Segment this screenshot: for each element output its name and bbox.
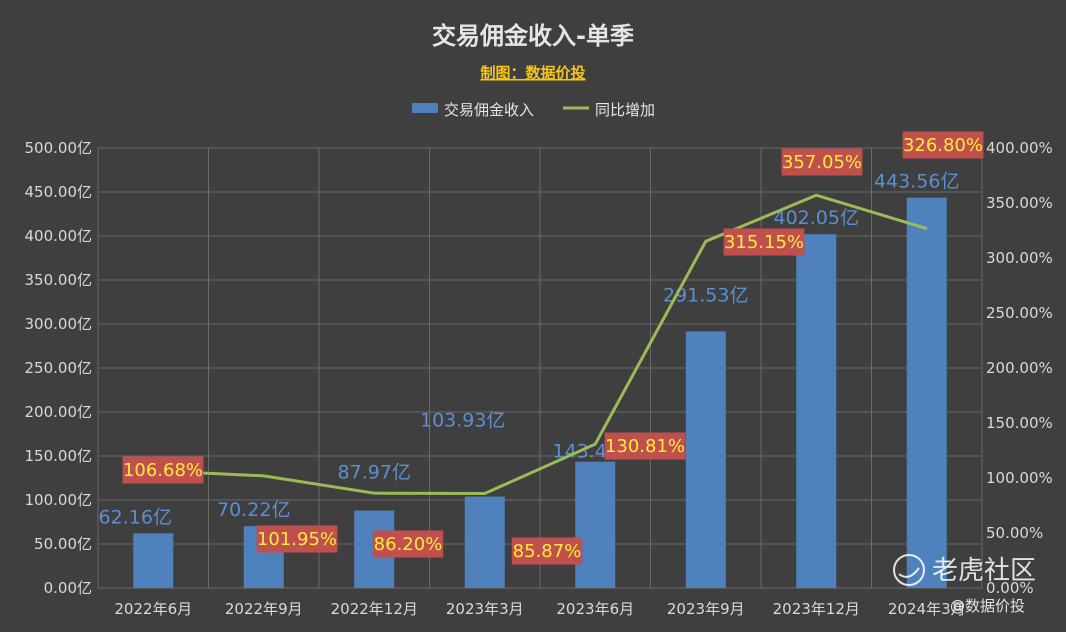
y-left-tick-label: 0.00亿 — [44, 579, 92, 597]
bar — [575, 461, 616, 588]
bar-value-label: 443.56亿 — [874, 171, 959, 193]
legend-bar-label: 交易佣金收入 — [444, 101, 534, 119]
bar-value-label: 291.53亿 — [663, 284, 748, 306]
y-left-tick-label: 350.00亿 — [25, 271, 93, 289]
pct-label-box — [511, 537, 583, 565]
line-path — [153, 193, 928, 496]
y-right-tick-label: 0.00% — [986, 579, 1034, 597]
chart-title: 交易佣金收入-单季 — [432, 22, 634, 50]
x-tick-label: 2023年9月 — [667, 600, 745, 618]
bar — [685, 331, 726, 588]
y-right-tick-label: 250.00% — [986, 304, 1053, 322]
y-left-tick-label: 150.00亿 — [25, 447, 93, 465]
x-tick-label: 2024年3月 — [888, 600, 966, 618]
tiger-logo-stripe — [898, 567, 920, 578]
tiger-logo-icon — [893, 554, 925, 586]
pct-label-box — [781, 148, 863, 176]
y-right-tick-label: 200.00% — [986, 359, 1053, 377]
bar-value-label: 87.97亿 — [338, 462, 411, 484]
y-left-tick-label: 50.00亿 — [34, 535, 92, 553]
y-right-tick-label: 150.00% — [986, 414, 1053, 432]
bar-value-label: 103.93亿 — [420, 410, 505, 432]
pct-value-label: 101.95% — [257, 529, 337, 550]
bar — [133, 533, 174, 588]
bar — [906, 197, 947, 588]
x-tick-label: 2023年6月 — [556, 600, 634, 618]
pct-value-label: 326.80% — [903, 135, 983, 156]
pct-label-box — [902, 131, 984, 159]
pct-value-label: 85.87% — [513, 541, 582, 562]
y-right-tick-label: 350.00% — [986, 194, 1053, 212]
x-axis: 2022年6月 2022年9月 2022年12月 2023年3月 2023年6月 2023… — [114, 600, 965, 618]
y-right-tick-label: 300.00% — [986, 249, 1053, 267]
pct-value-label: 130.81% — [605, 436, 685, 457]
bar-series — [133, 197, 947, 589]
y-left-tick-label: 400.00亿 — [25, 227, 93, 245]
watermark-brand: 老虎社区 — [932, 556, 1036, 586]
bar-data-labels: 62.16亿 70.22亿87.97亿103.93亿143.48亿291.53亿4… — [99, 171, 960, 529]
y-left-tick-label: 450.00亿 — [25, 183, 93, 201]
y-left-tick-label: 250.00亿 — [25, 359, 93, 377]
legend-line-label: 同比增加 — [595, 101, 655, 119]
y-right-tick-label: 100.00% — [986, 469, 1053, 487]
bar — [464, 496, 505, 588]
y-axis-right: 0.00% 50.00% 100.00% 150.00% 200.00% 250.00% 3… — [986, 139, 1053, 597]
pct-label-box — [723, 228, 805, 256]
bar-value-label: 402.05亿 — [774, 207, 859, 229]
pct-label-box — [604, 432, 686, 460]
y-left-tick-label: 200.00亿 — [25, 403, 93, 421]
pct-value-label: 106.68% — [123, 460, 203, 481]
pct-label-box — [122, 456, 204, 484]
y-right-tick-label: 50.00% — [986, 524, 1043, 542]
bar — [796, 234, 837, 589]
chart-subtitle: 制图：数据价投 — [480, 64, 585, 82]
y-left-tick-label: 300.00亿 — [25, 315, 93, 333]
line-series — [153, 193, 928, 496]
gridlines — [97, 147, 983, 589]
bar-value-label: 70.22亿 — [217, 499, 290, 521]
pct-label-box — [372, 530, 444, 558]
legend-bar-swatch — [412, 103, 438, 113]
x-tick-label: 2022年6月 — [114, 600, 192, 618]
pct-value-label: 86.20% — [374, 534, 443, 555]
pct-label-box — [256, 525, 338, 553]
legend: 交易佣金收入 同比增加 — [412, 101, 655, 119]
y-right-tick-label: 400.00% — [986, 139, 1053, 157]
pct-value-label: 357.05% — [782, 152, 862, 173]
y-left-tick-label: 100.00亿 — [25, 491, 93, 509]
x-tick-label: 2023年3月 — [446, 600, 524, 618]
y-left-tick-label: 500.00亿 — [25, 139, 93, 157]
pct-value-label: 315.15% — [724, 232, 804, 253]
watermark-handle: @数据价投 — [950, 597, 1025, 615]
x-tick-label: 2022年12月 — [331, 600, 418, 618]
y-axis-left: 0.00亿 50.00亿 100.00亿 150.00亿 200.00亿 250.00亿 3… — [25, 139, 93, 597]
watermark: 老虎社区 @数据价投 — [893, 554, 1036, 615]
bar-value-label: 62.16亿 — [99, 506, 172, 528]
line-data-labels: 106.68% 101.95% 86.20% 85.87% 130.81% 315.15%… — [122, 131, 984, 565]
x-tick-label: 2023年12月 — [773, 600, 860, 618]
x-tick-label: 2022年9月 — [225, 600, 303, 618]
